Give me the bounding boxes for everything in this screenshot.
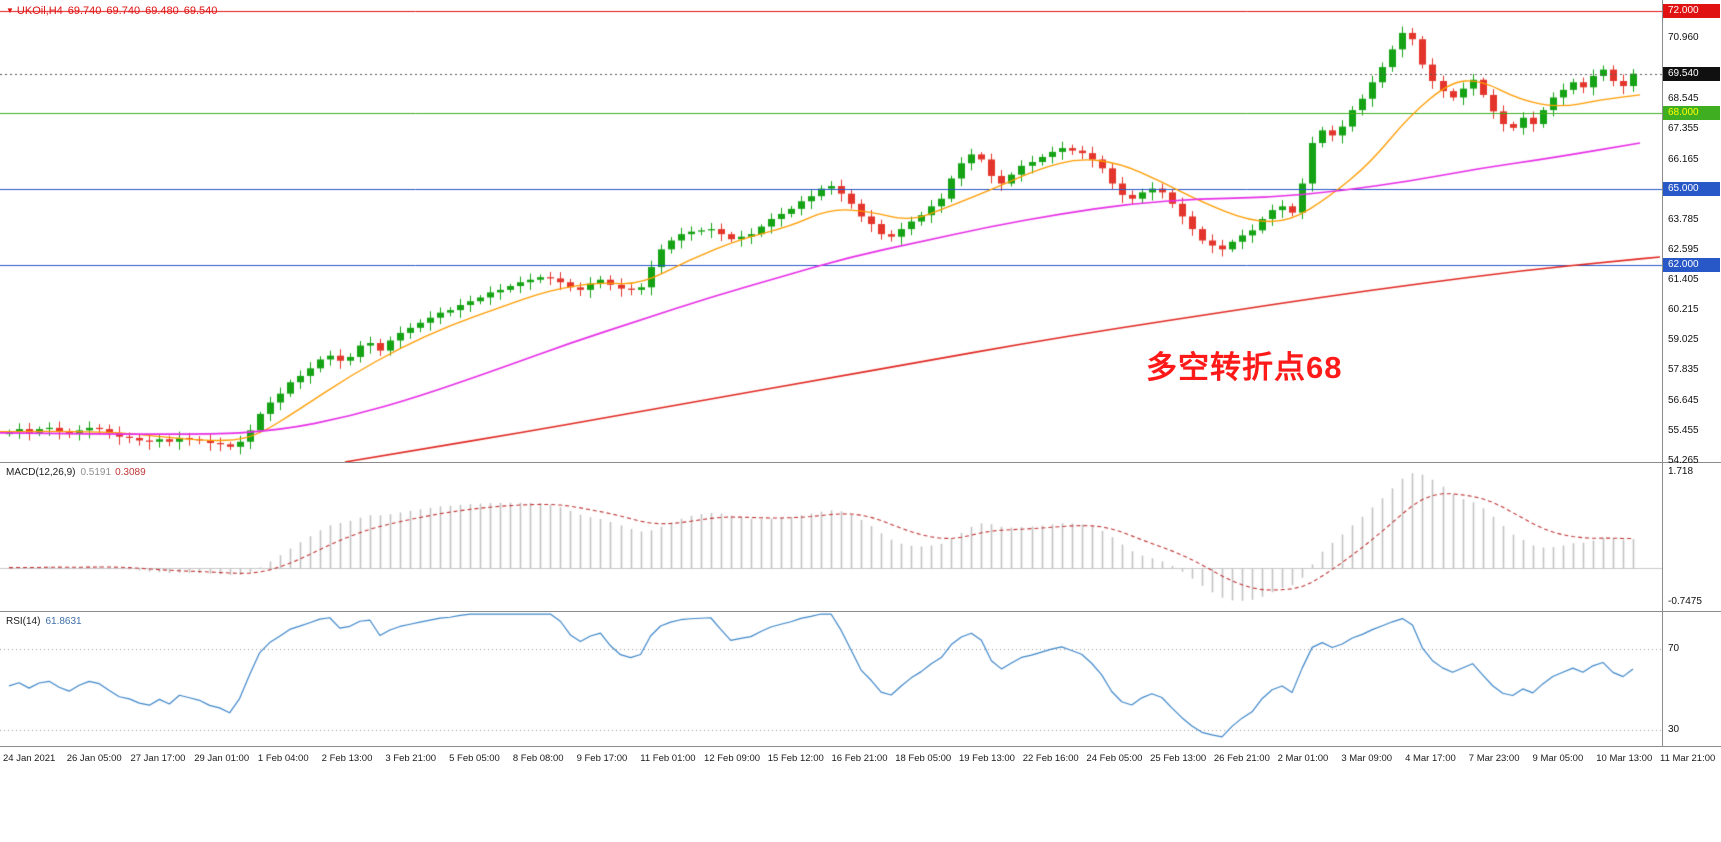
panel-divider[interactable]: [0, 611, 1721, 612]
price-axis-label: 70.960: [1668, 32, 1699, 44]
macd-scale-max-label: 1.718: [1668, 466, 1694, 477]
macd-scale-min-label: -0.7475: [1668, 596, 1702, 607]
price-axis-label: 62.595: [1668, 243, 1699, 255]
time-label: 24 Feb 05:00: [1086, 753, 1143, 764]
time-label: 1 Feb 04:00: [257, 753, 309, 764]
macd-main-value: 0.5191: [80, 467, 112, 478]
time-label: 11 Feb 01:00: [640, 753, 696, 764]
price-scale[interactable]: 1.718 -0.7475 70.960 68.545 67.355 66.165 63…: [1663, 0, 1721, 746]
rsi-level-label: 70: [1668, 643, 1680, 655]
ohlc-close: 69.540: [183, 5, 218, 17]
price-scale-divider: [1662, 0, 1663, 746]
ohlc-high: 69.740: [106, 5, 141, 17]
price-axis-label: 55.455: [1668, 424, 1699, 436]
time-label: 9 Feb 17:00: [576, 753, 628, 764]
time-label: 9 Mar 05:00: [1532, 753, 1584, 764]
price-axis-label: 66.165: [1668, 153, 1699, 165]
macd-signal-value: 0.3089: [115, 467, 146, 478]
price-level-badge: 62.000: [1663, 257, 1720, 272]
price-level-badge: 69.540: [1663, 66, 1720, 81]
panel-divider[interactable]: [0, 746, 1721, 747]
panel-divider[interactable]: [0, 462, 1721, 463]
time-label: 2 Mar 01:00: [1277, 753, 1329, 764]
time-label: 16 Feb 21:00: [831, 753, 888, 764]
price-axis-label: 68.545: [1668, 93, 1699, 105]
time-label: 7 Mar 23:00: [1468, 753, 1520, 764]
time-label: 24 Jan 2021: [3, 753, 56, 764]
time-label: 26 Jan 05:00: [66, 753, 122, 764]
time-label: 4 Mar 17:00: [1405, 753, 1456, 764]
time-label: 19 Feb 13:00: [958, 753, 1015, 764]
time-label: 11 Mar 21:00: [1660, 753, 1716, 764]
time-label: 2 Feb 13:00: [321, 753, 373, 764]
price-axis-label: 54.265: [1668, 454, 1699, 466]
price-level-badge: 72.000: [1663, 4, 1720, 19]
rsi-panel-canvas[interactable]: [0, 612, 1662, 746]
time-label: 3 Mar 09:00: [1341, 753, 1393, 764]
rsi-name: RSI(14): [6, 616, 41, 627]
symbol-timeframe: UKOil,H4: [16, 5, 63, 17]
price-axis-label: 57.835: [1668, 364, 1699, 376]
chart-marker-icon: ▼: [6, 6, 14, 15]
time-label: 15 Feb 12:00: [767, 753, 824, 764]
time-label: 18 Feb 05:00: [895, 753, 952, 764]
rsi-indicator-label: RSI(14) 61.8631: [6, 616, 82, 627]
price-axis-label: 59.025: [1668, 334, 1699, 346]
time-label: 22 Feb 16:00: [1022, 753, 1079, 764]
price-axis-label: 60.215: [1668, 304, 1699, 316]
time-label: 12 Feb 09:00: [704, 753, 761, 764]
ohlc-open: 69.740: [67, 5, 102, 17]
price-axis-label: 61.405: [1668, 274, 1699, 286]
time-label: 8 Feb 08:00: [512, 753, 564, 764]
price-level-badge: 65.000: [1663, 181, 1720, 196]
macd-panel-canvas[interactable]: [0, 463, 1662, 611]
time-label: 25 Feb 13:00: [1150, 753, 1207, 764]
price-axis-label: 67.355: [1668, 123, 1699, 135]
rsi-value: 61.8631: [45, 616, 82, 627]
time-label: 5 Feb 05:00: [449, 753, 500, 764]
chart-title: ▼ UKOil,H4 69.740 69.740 69.480 69.540: [6, 5, 222, 17]
ohlc-low: 69.480: [145, 5, 179, 17]
rsi-level-label: 30: [1668, 724, 1680, 736]
price-chart-canvas[interactable]: [0, 0, 1662, 462]
time-label: 26 Feb 21:00: [1213, 753, 1270, 764]
time-label: 29 Jan 01:00: [194, 753, 250, 764]
price-level-badge: 68.000: [1663, 105, 1720, 120]
time-label: 3 Feb 21:00: [385, 753, 437, 764]
price-axis-label: 56.645: [1668, 394, 1699, 406]
macd-name: MACD(12,26,9): [6, 467, 76, 478]
price-axis-label: 63.785: [1668, 213, 1699, 225]
time-label: 27 Jan 17:00: [130, 753, 186, 764]
time-scale[interactable]: 24 Jan 2021 26 Jan 05:00 27 Jan 17:00 29 Ja…: [0, 747, 1721, 773]
time-label: 10 Mar 13:00: [1596, 753, 1653, 764]
macd-indicator-label: MACD(12,26,9) 0.5191 0.3089: [6, 467, 146, 478]
chart-annotation-text: 多空转折点68: [1146, 350, 1343, 385]
